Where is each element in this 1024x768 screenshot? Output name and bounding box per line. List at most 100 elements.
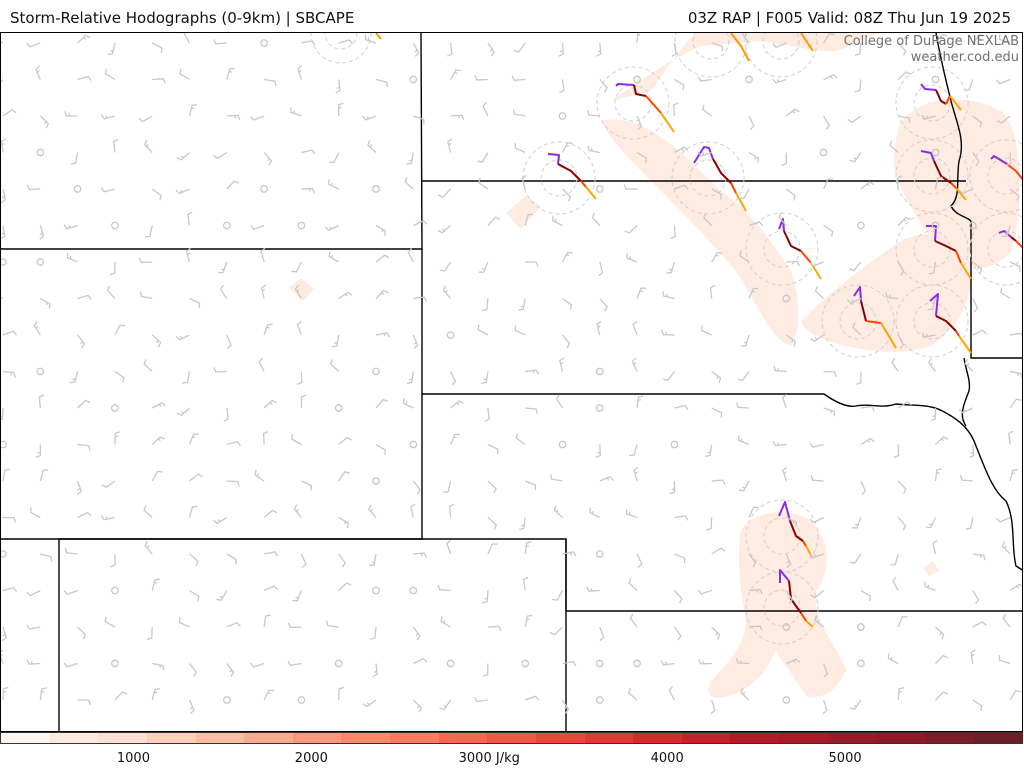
calm-wind-icon [409,75,418,84]
wind-barb-icon [331,334,340,348]
wind-barb-icon [697,589,712,595]
wind-barb-icon [402,398,414,409]
credit-org: College of DuPage NEXLAB [843,34,1019,49]
wind-barb-icon [890,553,899,566]
wind-barb-icon [301,187,315,194]
wind-barb-icon [628,444,638,457]
wind-barb-icon [785,590,793,605]
colorbar-swatch [244,733,293,743]
wind-barb-icon [705,444,713,458]
wind-barb-icon [263,323,273,336]
wind-barb-icon [77,699,92,706]
wind-barb-icon [897,401,912,409]
wind-barb-icon [301,480,313,491]
wind-barb-icon [781,152,788,167]
wind-barb-icon [1,225,6,240]
wind-barb-icon [77,75,92,81]
wind-barb-icon [487,216,501,226]
wind-barb-icon [996,78,1011,85]
wind-barb-icon [897,517,907,531]
colorbar-tick-label: 4000 [650,751,684,766]
wind-barb-icon [860,181,875,190]
calm-wind-icon [857,623,865,631]
wind-barb-icon [521,174,527,190]
wind-barb-icon [898,115,911,123]
wind-barb-icon [786,516,798,527]
wind-barb-icon [896,175,903,190]
wind-barb-icon [515,433,526,446]
wind-barb-icon [586,110,600,117]
wind-barb-icon [412,334,419,350]
wind-barb-icon [335,79,341,94]
wind-barb-icon [292,590,303,602]
wind-barb-icon [889,140,899,153]
wind-barb-icon [741,33,750,44]
wind-barb-icon [698,658,712,665]
calm-wind-icon [521,659,530,668]
wind-barb-icon [860,480,867,496]
wind-barb-icon [740,687,750,701]
wind-barb-icon [711,479,726,485]
wind-barb-icon [697,76,712,82]
calm-wind-icon [36,148,45,157]
wind-barb-icon [856,371,862,385]
wind-barb-icon [109,261,116,276]
wind-barb-icon [439,699,452,710]
wind-barb-icon [921,114,936,120]
wind-barb-icon [823,33,835,44]
wind-barb-icon [748,287,759,299]
wind-barb-icon [782,466,788,482]
wind-barb-icon [100,515,116,521]
map-area[interactable]: College of DuPage NEXLAB weather.cod.edu [0,32,1023,732]
cape-shading [289,33,1020,698]
wind-barb-icon [748,151,760,164]
colorbar-swatch [730,733,779,743]
wind-barb-icon [262,430,269,445]
wind-barb-icon [362,699,377,708]
wind-barb-icon [101,480,116,489]
colorbar-swatch [292,733,342,743]
colorbar-swatch [146,733,196,743]
wind-barb-icon [636,287,646,299]
wind-barb-icon [1009,583,1022,592]
calm-wind-icon [111,221,119,230]
wind-barb-icon [559,79,565,94]
wind-barb-icon [372,663,378,678]
wind-barb-icon [437,584,451,592]
colorbar-swatch [341,733,390,743]
wind-barb-icon [39,297,51,309]
wind-barb-icon [439,261,452,272]
colorbar-swatch [98,733,147,743]
wind-barb-icon [673,590,683,604]
wind-barb-icon [748,115,755,131]
wind-barb-icon [26,42,41,48]
calm-wind-icon [222,221,231,230]
calm-wind-icon [857,221,865,230]
wind-barb-icon [338,516,349,529]
colorbar-swatch [1,733,50,743]
wind-barb-icon [290,107,302,117]
wind-barb-icon [785,553,792,569]
wind-barb-icon [188,663,198,677]
wind-barb-icon [1,296,4,300]
wind-barb-icon [249,662,265,668]
wind-barb-icon [737,371,750,382]
calm-wind-icon [670,440,679,449]
wind-barb-icon [300,394,307,409]
wind-barb-icon [213,39,227,45]
wind-barb-icon [809,553,824,559]
wind-barb-icon [77,399,91,409]
wind-barb-icon [596,42,602,57]
hodograph-2 [615,83,675,133]
wind-barb-icon [823,74,838,81]
wind-barb-icon [144,540,153,555]
wind-barb-icon [188,699,195,715]
credit-block: College of DuPage NEXLAB weather.cod.edu [844,34,1019,66]
wind-barb-icon [447,138,453,153]
wind-barb-icon [151,42,163,54]
wind-barb-icon [77,443,91,451]
wind-barb-icon [703,212,713,226]
wind-barb-icon [1002,613,1011,628]
colorbar-swatch [584,733,634,743]
colorbar-swatch [49,733,99,743]
